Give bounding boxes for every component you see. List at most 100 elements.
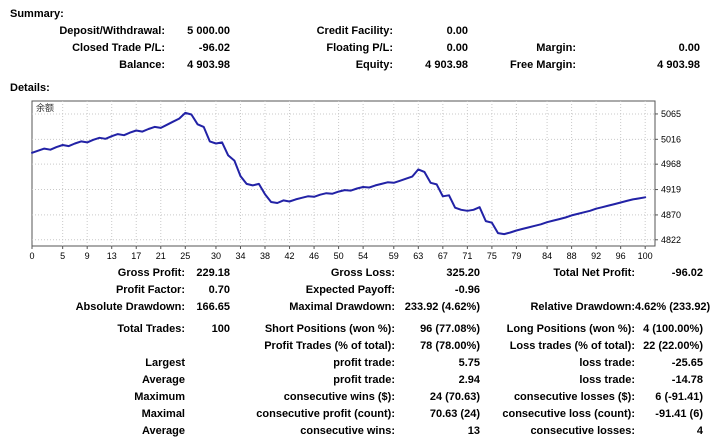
y-axis-label: 5016 [661, 134, 681, 144]
label-cell: Total Net Profit: [553, 267, 635, 279]
balance-line [31, 111, 647, 236]
label-cell: Maximal Drawdown: [289, 301, 395, 313]
table-row: Deposit/Withdrawal: 5 000.00 Credit Facili… [0, 23, 710, 40]
label-cell: Average [141, 374, 185, 386]
label-cell: Closed Trade P/L: [72, 42, 165, 54]
value-cell: 166.65 [196, 301, 230, 313]
label-cell: Deposit/Withdrawal: [59, 25, 165, 37]
label-cell: Long Positions (won %): [506, 323, 635, 335]
label-cell: Loss trades (% of total): [509, 340, 635, 352]
value-cell: 70.63 (24) [429, 408, 480, 420]
table-row: Balance: 4 903.98 Equity: 4 903.98 Free Marg… [0, 57, 710, 74]
value-cell [185, 423, 230, 440]
table-row: Gross Profit: 229.18 Gross Loss: 325.20 Tota… [0, 265, 710, 282]
x-axis-label: 96 [616, 251, 626, 261]
value-cell: 4 903.98 [425, 59, 468, 71]
table-row: Largest profit trade: 5.75 loss trade: -25.6… [0, 355, 710, 372]
value-cell [185, 355, 230, 372]
label-cell: Free Margin: [509, 59, 576, 71]
value-cell: 0.70 [208, 284, 230, 296]
x-axis-label: 71 [462, 251, 472, 261]
label-cell: Equity: [355, 59, 393, 71]
label-cell: Gross Loss: [330, 267, 395, 279]
plot-area [31, 100, 656, 247]
x-axis-label: 63 [413, 251, 423, 261]
label-cell: consecutive wins ($): [283, 391, 395, 403]
x-axis-label: 59 [389, 251, 399, 261]
table-row: Maximum consecutive wins ($): 24 (70.63) co… [0, 389, 710, 406]
label-cell [480, 282, 635, 299]
value-cell: 22 (22.00%) [643, 340, 703, 352]
x-axis-label: 67 [438, 251, 448, 261]
x-axis-label: 46 [309, 251, 319, 261]
label-cell: Balance: [119, 59, 165, 71]
value-cell: 4 903.98 [657, 59, 700, 71]
value-cell [185, 372, 230, 389]
label-cell: Gross Profit: [117, 267, 185, 279]
value-cell: 4 903.98 [187, 59, 230, 71]
table-row: Absolute Drawdown: 166.65 Maximal Drawdown… [0, 299, 711, 316]
value-cell: -25.65 [671, 357, 703, 369]
value-cell: 0.00 [446, 25, 468, 37]
label-cell: Credit Facility: [316, 25, 393, 37]
label-cell: Short Positions (won %): [264, 323, 395, 335]
x-axis-label: 75 [487, 251, 497, 261]
value-cell: 4 [696, 425, 703, 437]
x-axis-label: 54 [358, 251, 368, 261]
value-cell: 100 [211, 323, 230, 335]
label-cell: Profit Factor: [115, 284, 185, 296]
value-cell: 2.94 [458, 374, 480, 386]
value-cell: 5 000.00 [187, 25, 230, 37]
x-axis-label: 88 [567, 251, 577, 261]
value-cell: -96.02 [671, 267, 703, 279]
y-axis-label: 4870 [661, 210, 681, 220]
x-axis-label: 9 [85, 251, 90, 261]
value-cell: 325.20 [446, 267, 480, 279]
label-cell: Maximal [141, 408, 185, 420]
details-table: Gross Profit: 229.18 Gross Loss: 325.20 Tota… [0, 265, 711, 440]
table-row: Average consecutive wins: 13 consecutive lo… [0, 423, 710, 440]
value-cell: 0.00 [446, 42, 468, 54]
x-axis-label: 100 [638, 251, 653, 261]
x-axis-label: 38 [260, 251, 270, 261]
value-cell: 0.00 [678, 42, 700, 54]
label-cell: consecutive loss (count): [502, 408, 635, 420]
label-cell: profit trade: [333, 374, 395, 386]
x-axis-label: 42 [285, 251, 295, 261]
value-cell [185, 338, 230, 355]
value-cell [576, 23, 700, 40]
y-axis-label: 5065 [661, 109, 681, 119]
label-cell: Margin: [536, 42, 576, 54]
y-axis-label: 4968 [661, 159, 681, 169]
x-axis-label: 79 [511, 251, 521, 261]
value-cell: 233.92 (4.62%) [404, 301, 480, 313]
label-cell [468, 23, 576, 40]
value-cell: 4.62% (233.92) [635, 301, 711, 313]
table-row: Closed Trade P/L: -96.02 Floating P/L: 0.00… [0, 40, 710, 57]
table-row: Profit Trades (% of total): 78 (78.00%) Lo… [0, 338, 710, 355]
label-cell [0, 338, 185, 355]
value-cell [185, 406, 230, 423]
x-axis-label: 30 [211, 251, 221, 261]
label-cell: Expected Payoff: [305, 284, 395, 296]
label-cell: loss trade: [579, 374, 635, 386]
x-axis-label: 50 [334, 251, 344, 261]
value-cell: 24 (70.63) [429, 391, 480, 403]
x-axis-label: 21 [156, 251, 166, 261]
value-cell: 6 (-91.41) [655, 391, 703, 403]
value-cell: 78 (78.00%) [420, 340, 480, 352]
label-cell: Total Trades: [117, 323, 185, 335]
x-axis-label: 34 [235, 251, 245, 261]
value-cell: -96.02 [198, 42, 230, 54]
value-cell [185, 389, 230, 406]
y-axis-label: 4822 [661, 235, 681, 245]
value-cell: 229.18 [196, 267, 230, 279]
table-row: Maximal consecutive profit (count): 70.63 … [0, 406, 710, 423]
value-cell: 4 (100.00%) [643, 323, 703, 335]
label-cell: Largest [145, 357, 185, 369]
label-cell: Average [141, 425, 185, 437]
details-section-title: Details: [10, 82, 50, 94]
value-cell: 5.75 [458, 357, 480, 369]
